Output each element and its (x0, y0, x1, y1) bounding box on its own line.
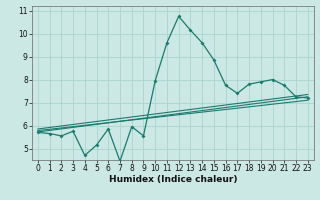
X-axis label: Humidex (Indice chaleur): Humidex (Indice chaleur) (108, 175, 237, 184)
